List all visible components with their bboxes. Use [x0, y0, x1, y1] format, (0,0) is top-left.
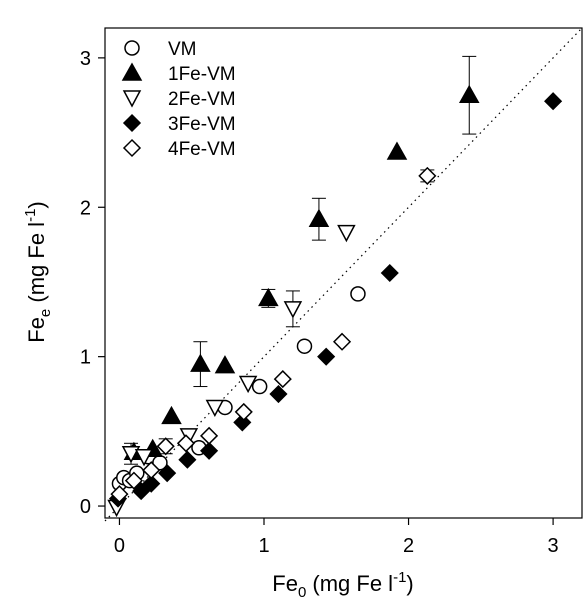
point-4fe-vm [124, 471, 143, 490]
legend-label-vm: VM [168, 39, 197, 60]
point-2fe-vm [238, 375, 258, 394]
point-4fe-vm [418, 166, 437, 185]
legend-marker-1fe-vm [121, 62, 143, 81]
point-2fe-vm [337, 224, 356, 243]
y-axis-title: Fee (mg Fe l-1) [22, 201, 54, 343]
point-1fe-vm [214, 355, 236, 374]
point-2fe-vm [121, 446, 141, 464]
y-tick-label: 2 [80, 197, 91, 219]
x-axis-title: Fe0 (mg Fe l-1) [272, 569, 414, 601]
legend-marker-4fe-vm [122, 138, 142, 158]
point-1fe-vm [308, 208, 330, 227]
point-3fe-vm [269, 384, 288, 404]
point-3fe-vm [178, 450, 197, 469]
point-3fe-vm [380, 263, 399, 283]
point-4fe-vm [156, 437, 175, 456]
legend-label-1fe-vm: 1Fe-VM [168, 64, 236, 85]
point-4fe-vm [200, 426, 219, 445]
point-1fe-vm [386, 141, 408, 160]
legend: VM 1Fe-VM 2Fe-VM 3Fe-VM 4Fe-VM [121, 39, 236, 160]
y-tick-label: 1 [80, 347, 91, 369]
point-4fe-vm [332, 332, 352, 351]
point-1fe-vm [190, 353, 211, 372]
point-2fe-vm [283, 301, 303, 319]
point-4fe-vm [176, 434, 196, 453]
point-2fe-vm [134, 449, 154, 467]
legend-marker-3fe-vm [122, 113, 142, 133]
point-4fe-vm [273, 370, 292, 389]
y-tick-label: 0 [80, 496, 91, 518]
point-2fe-vm [205, 399, 225, 418]
point-1fe-vm [161, 405, 182, 425]
data-markers [107, 84, 563, 518]
legend-label-4fe-vm: 4Fe-VM [168, 139, 236, 160]
legend-label-2fe-vm: 2Fe-VM [168, 89, 236, 110]
point-vm [251, 378, 268, 395]
point-1fe-vm [258, 287, 279, 307]
point-3fe-vm [200, 441, 219, 460]
legend-label-3fe-vm: 3Fe-VM [168, 114, 236, 135]
point-4fe-vm [234, 402, 253, 421]
axes: 0 1 2 3 0 1 2 3 [80, 48, 559, 557]
point-1fe-vm [458, 84, 480, 103]
plot-frame [104, 27, 583, 519]
point-3fe-vm [317, 347, 336, 366]
point-4fe-vm [142, 461, 161, 480]
legend-marker-vm [124, 40, 140, 56]
point-3fe-vm [142, 474, 161, 493]
x-tick-label: 1 [258, 535, 269, 557]
point-3fe-vm [158, 464, 177, 483]
x-tick-label: 0 [114, 535, 125, 557]
point-3fe-vm [544, 92, 563, 111]
point-vm [350, 286, 366, 302]
x-tick-label: 3 [548, 535, 559, 557]
legend-marker-2fe-vm [122, 90, 142, 108]
x-tick-label: 2 [403, 535, 414, 557]
y-tick-label: 3 [80, 48, 91, 70]
point-4fe-vm [110, 485, 129, 504]
point-vm [296, 338, 313, 354]
point-3fe-vm [132, 482, 151, 501]
